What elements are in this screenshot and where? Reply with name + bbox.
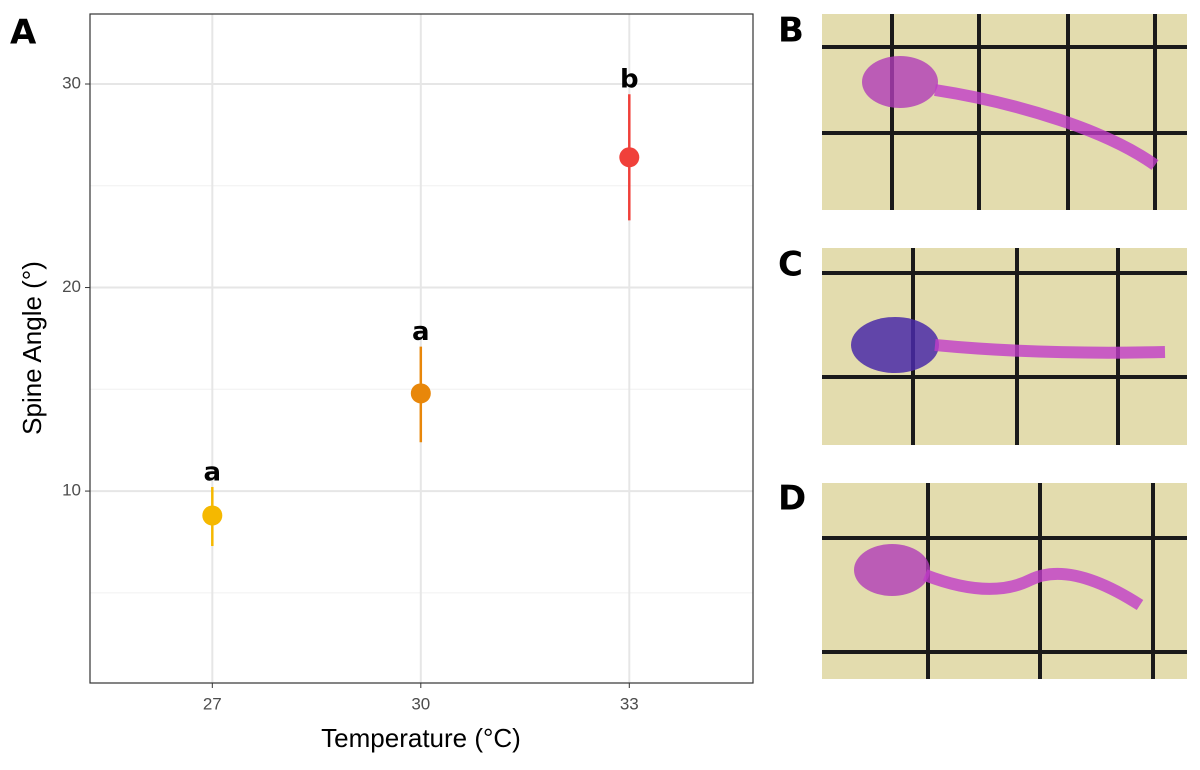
y-axis-title: Spine Angle (°) — [17, 261, 47, 435]
plot-border — [89, 13, 754, 684]
panel-label: A — [10, 13, 37, 53]
y-tick-label: 10 — [62, 481, 81, 500]
panel-label: C — [778, 245, 803, 285]
panel-label: B — [778, 11, 804, 51]
point — [410, 383, 431, 404]
photo-b — [822, 14, 1187, 210]
photo-c — [822, 248, 1187, 445]
x-tick-label: 27 — [203, 694, 222, 713]
y-tick-label: 20 — [62, 277, 81, 296]
y-tick-label: 30 — [62, 73, 81, 92]
significance-label: a — [412, 317, 430, 347]
x-axis-title: Temperature (°C) — [321, 723, 521, 753]
photo-d — [822, 483, 1187, 679]
significance-label: b — [620, 65, 639, 95]
point — [619, 147, 640, 168]
significance-label: a — [204, 458, 222, 488]
panel-label: D — [778, 479, 806, 519]
x-tick-label: 33 — [620, 694, 639, 713]
x-tick-label: 30 — [411, 694, 430, 713]
point — [202, 505, 223, 526]
